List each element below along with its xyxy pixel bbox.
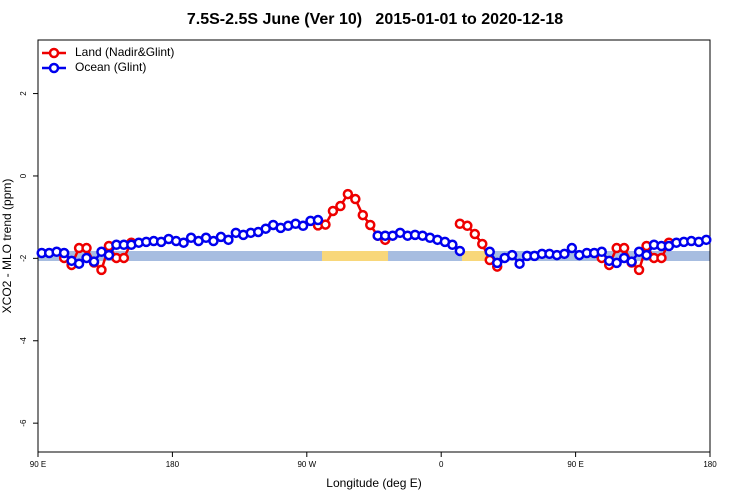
y-axis-label: XCO2 - MLO trend (ppm): [0, 179, 14, 314]
y-tick-label: -6: [19, 419, 28, 427]
chart-title: 7.5S-2.5S June (Ver 10) 2015-01-01 to 20…: [187, 11, 563, 28]
surface-band-land: [322, 251, 388, 261]
data-point: [506, 249, 518, 261]
data-point: [566, 242, 578, 254]
x-tick-label: 90 E: [30, 460, 46, 469]
data-point: [477, 238, 488, 250]
data-point: [297, 220, 309, 232]
data-point: [208, 235, 219, 247]
data-point: [559, 248, 570, 260]
data-point: [596, 246, 607, 258]
data-point: [514, 258, 525, 269]
data-point: [312, 214, 324, 226]
data-point: [454, 245, 466, 257]
data-point: [701, 234, 712, 246]
legend-marker: [48, 47, 60, 59]
x-tick-label: 90 W: [297, 460, 316, 469]
data-point: [357, 209, 369, 221]
data-point: [58, 247, 70, 259]
data-point: [88, 256, 100, 267]
data-point: [320, 219, 331, 230]
y-tick-label: -2: [19, 254, 28, 262]
surface-band-land: [462, 251, 490, 261]
data-point: [656, 252, 667, 264]
data-point: [118, 252, 130, 264]
x-tick-label: 90 E: [567, 460, 583, 469]
data-point: [484, 246, 495, 258]
y-tick-label: 2: [19, 91, 28, 96]
y-tick-label: -4: [19, 337, 28, 345]
data-point: [469, 228, 481, 240]
data-point: [327, 205, 339, 217]
data-point: [223, 234, 234, 246]
legend-marker: [48, 62, 60, 74]
data-point: [633, 264, 645, 276]
data-point: [641, 249, 652, 261]
data-point: [618, 242, 630, 254]
data-point: [626, 256, 637, 267]
x-tick-label: 180: [166, 460, 180, 469]
legend-label: Land (Nadir&Glint): [75, 45, 174, 59]
data-point: [611, 257, 622, 269]
data-point: [73, 258, 85, 269]
x-tick-label: 0: [439, 460, 444, 469]
x-tick-label: 180: [703, 460, 717, 469]
y-tick-label: 0: [19, 173, 28, 178]
data-point: [81, 242, 92, 254]
data-point: [342, 188, 354, 200]
data-point: [447, 239, 458, 251]
data-point: [178, 237, 189, 248]
x-axis-label: Longitude (deg E): [326, 476, 421, 490]
data-point: [491, 257, 503, 269]
legend-label: Ocean (Glint): [75, 60, 146, 74]
plot-frame: [37, 39, 711, 453]
data-point: [350, 193, 361, 205]
data-point: [103, 249, 115, 261]
data-point: [365, 219, 376, 231]
data-point: [96, 264, 107, 276]
data-point: [462, 220, 473, 232]
data-point: [335, 200, 346, 212]
